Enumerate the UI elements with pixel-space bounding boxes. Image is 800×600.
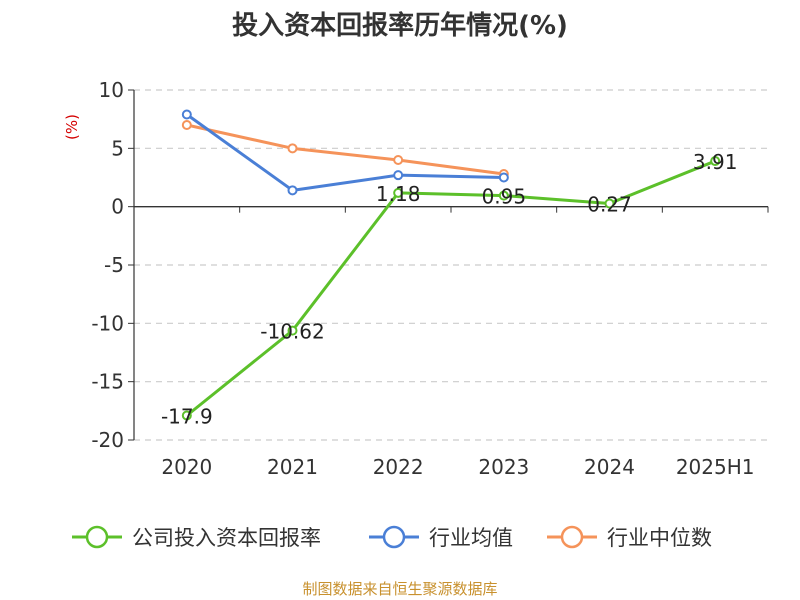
data-point (604, 198, 615, 209)
data-point (181, 109, 192, 120)
data-point (287, 185, 298, 196)
legend: 公司投入资本回报率 行业均值 行业中位数 (72, 525, 712, 550)
data-label: 3.91 (693, 150, 738, 174)
data-label: -10.62 (260, 320, 324, 344)
data-point (498, 190, 509, 201)
data-label: 0.27 (587, 193, 632, 217)
data-label: 1.18 (376, 182, 421, 206)
y-tick-label: 5 (111, 136, 124, 160)
legend-marker (85, 525, 109, 549)
data-point (393, 170, 404, 181)
y-tick-label: -15 (91, 370, 124, 394)
x-tick-label: 2024 (584, 455, 635, 479)
y-tick-label: -10 (91, 311, 124, 335)
axes (133, 90, 768, 440)
chart-title: 投入资本回报率历年情况(%) (232, 10, 568, 41)
data-point (710, 156, 721, 167)
source-note: 制图数据来自恒生聚源数据库 (302, 580, 497, 598)
data-point (393, 187, 404, 198)
x-axis-ticks: 2020 2021 2022 2023 2024 2025H1 (133, 206, 769, 479)
data-point (287, 143, 298, 154)
data-point (498, 172, 509, 183)
x-tick-label: 2021 (267, 455, 318, 479)
data-labels: -17.9 -10.62 1.18 0.95 0.27 3.91 (161, 150, 737, 428)
series-line (186, 123, 505, 176)
y-tick-label: 0 (111, 195, 124, 219)
series-line (185, 159, 716, 417)
legend-label: 公司投入资本回报率 (132, 526, 321, 550)
series-line (185, 113, 504, 192)
legend-label: 行业中位数 (607, 526, 712, 550)
data-label: -17.9 (161, 405, 213, 429)
data-point (393, 155, 404, 165)
x-tick-label: 2025H1 (676, 455, 755, 479)
legend-marker (560, 525, 584, 549)
y-tick-label: -20 (91, 428, 124, 452)
x-tick-label: 2023 (478, 455, 529, 479)
data-point (287, 325, 298, 336)
y-tick-label: -5 (104, 253, 124, 277)
grid-lines (134, 89, 768, 441)
data-label: 0.95 (482, 185, 527, 209)
legend-marker (382, 525, 406, 549)
y-tick-label: 10 (99, 78, 124, 102)
x-tick-label: 2020 (161, 455, 212, 479)
x-tick-label: 2022 (373, 455, 424, 479)
legend-label: 行业均值 (429, 526, 513, 550)
series-group (181, 109, 721, 421)
data-point (181, 120, 192, 130)
data-point (181, 410, 192, 421)
y-axis-ticks: 10 5 0 -5 -10 -15 -20 (91, 78, 134, 452)
y-axis-label: (%) (63, 114, 81, 140)
